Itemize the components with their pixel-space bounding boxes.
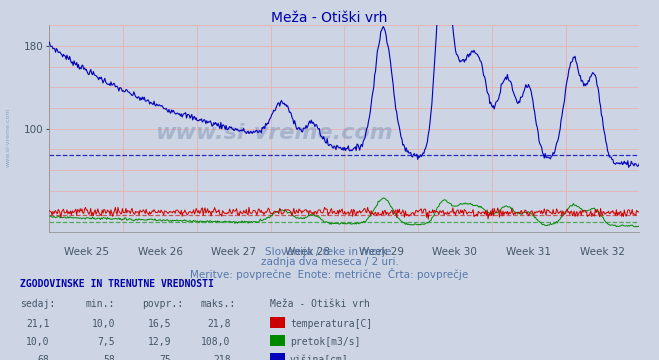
Text: Week 28: Week 28 <box>285 247 330 257</box>
Text: zadnja dva meseca / 2 uri.: zadnja dva meseca / 2 uri. <box>260 257 399 267</box>
Text: 68: 68 <box>38 355 49 360</box>
Text: www.si-vreme.com: www.si-vreme.com <box>5 107 11 167</box>
Text: Week 25: Week 25 <box>64 247 109 257</box>
Text: Week 26: Week 26 <box>138 247 183 257</box>
Text: 7,5: 7,5 <box>98 337 115 347</box>
Text: 108,0: 108,0 <box>201 337 231 347</box>
Text: Meritve: povprečne  Enote: metrične  Črta: povprečje: Meritve: povprečne Enote: metrične Črta:… <box>190 268 469 280</box>
Text: 218: 218 <box>213 355 231 360</box>
Text: Week 31: Week 31 <box>506 247 551 257</box>
Text: Week 29: Week 29 <box>358 247 404 257</box>
Text: 21,1: 21,1 <box>26 319 49 329</box>
Text: 21,8: 21,8 <box>207 319 231 329</box>
Text: ZGODOVINSKE IN TRENUTNE VREDNOSTI: ZGODOVINSKE IN TRENUTNE VREDNOSTI <box>20 279 214 289</box>
Text: temperatura[C]: temperatura[C] <box>290 319 372 329</box>
Text: 12,9: 12,9 <box>148 337 171 347</box>
Text: 16,5: 16,5 <box>148 319 171 329</box>
Text: pretok[m3/s]: pretok[m3/s] <box>290 337 360 347</box>
Text: sedaj:: sedaj: <box>20 299 55 309</box>
Text: Meža - Otiški vrh: Meža - Otiški vrh <box>270 299 370 309</box>
Text: povpr.:: povpr.: <box>142 299 183 309</box>
Text: 75: 75 <box>159 355 171 360</box>
Text: Week 30: Week 30 <box>432 247 477 257</box>
Text: 10,0: 10,0 <box>92 319 115 329</box>
Text: www.si-vreme.com: www.si-vreme.com <box>155 123 392 143</box>
Text: Week 27: Week 27 <box>212 247 256 257</box>
Text: Week 32: Week 32 <box>580 247 625 257</box>
Text: min.:: min.: <box>86 299 115 309</box>
Text: 58: 58 <box>103 355 115 360</box>
Text: višina[cm]: višina[cm] <box>290 355 349 360</box>
Text: Meža - Otiški vrh: Meža - Otiški vrh <box>272 11 387 25</box>
Text: 10,0: 10,0 <box>26 337 49 347</box>
Text: maks.:: maks.: <box>201 299 236 309</box>
Text: Slovenija / reke in morje.: Slovenija / reke in morje. <box>264 247 395 257</box>
